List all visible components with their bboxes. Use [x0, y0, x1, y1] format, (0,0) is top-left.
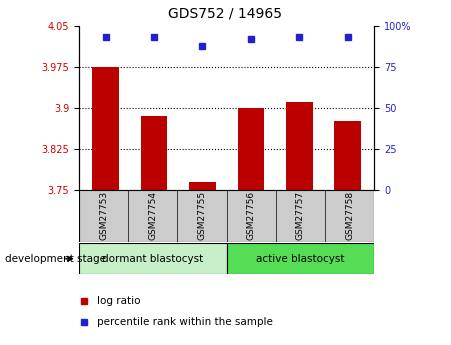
Bar: [92, 67, 119, 190]
Text: GSM27753: GSM27753: [99, 191, 108, 240]
Text: GSM27755: GSM27755: [198, 191, 207, 240]
Bar: [286, 102, 313, 190]
Text: GSM27754: GSM27754: [148, 191, 157, 240]
Text: dormant blastocyst: dormant blastocyst: [102, 254, 203, 264]
Bar: [189, 181, 216, 190]
Text: GSM27757: GSM27757: [296, 191, 305, 240]
Bar: [238, 108, 264, 190]
Text: GDS752 / 14965: GDS752 / 14965: [169, 7, 282, 21]
Text: active blastocyst: active blastocyst: [256, 254, 345, 264]
Text: GSM27756: GSM27756: [247, 191, 256, 240]
Text: GSM27758: GSM27758: [345, 191, 354, 240]
Bar: [79, 243, 226, 274]
Bar: [226, 243, 374, 274]
Bar: [141, 116, 167, 190]
Text: log ratio: log ratio: [97, 296, 140, 306]
Text: percentile rank within the sample: percentile rank within the sample: [97, 317, 272, 327]
Text: development stage: development stage: [5, 254, 106, 264]
Bar: [334, 121, 361, 190]
